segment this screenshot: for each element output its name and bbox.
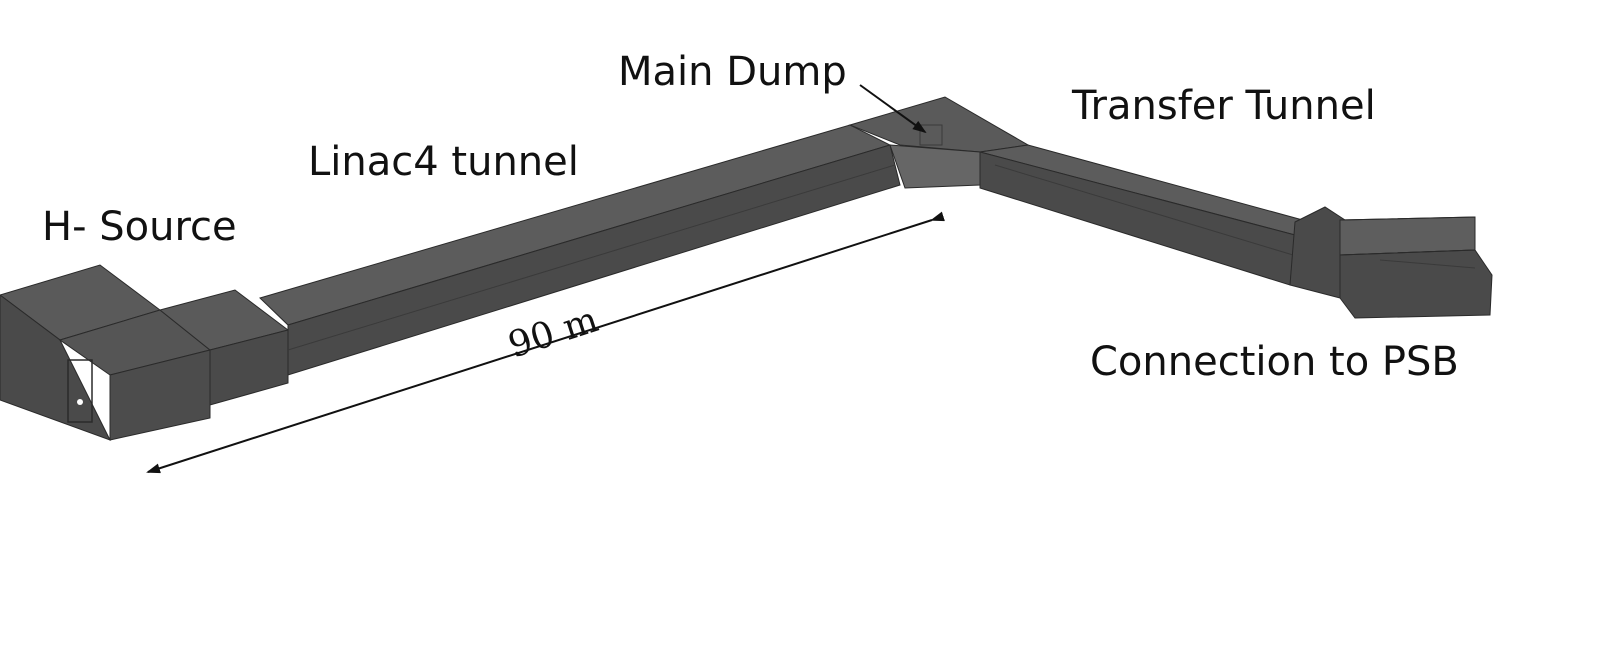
- label-main-dump: Main Dump: [618, 49, 847, 95]
- label-linac4-tunnel: Linac4 tunnel: [308, 139, 579, 185]
- dimension-arrow: [146, 211, 945, 474]
- label-transfer-tunnel: Transfer Tunnel: [1072, 83, 1376, 129]
- label-h-source: H- Source: [42, 204, 237, 250]
- dimension-label: 90 m: [503, 299, 603, 366]
- main-dump-junction: [848, 96, 1030, 189]
- main-dump-pointer-arrow: [859, 84, 927, 134]
- transfer-tunnel-body: [979, 144, 1312, 286]
- h-source-block: [0, 264, 212, 441]
- psb-connection-block: [1289, 206, 1493, 319]
- label-connection-psb: Connection to PSB: [1090, 339, 1459, 385]
